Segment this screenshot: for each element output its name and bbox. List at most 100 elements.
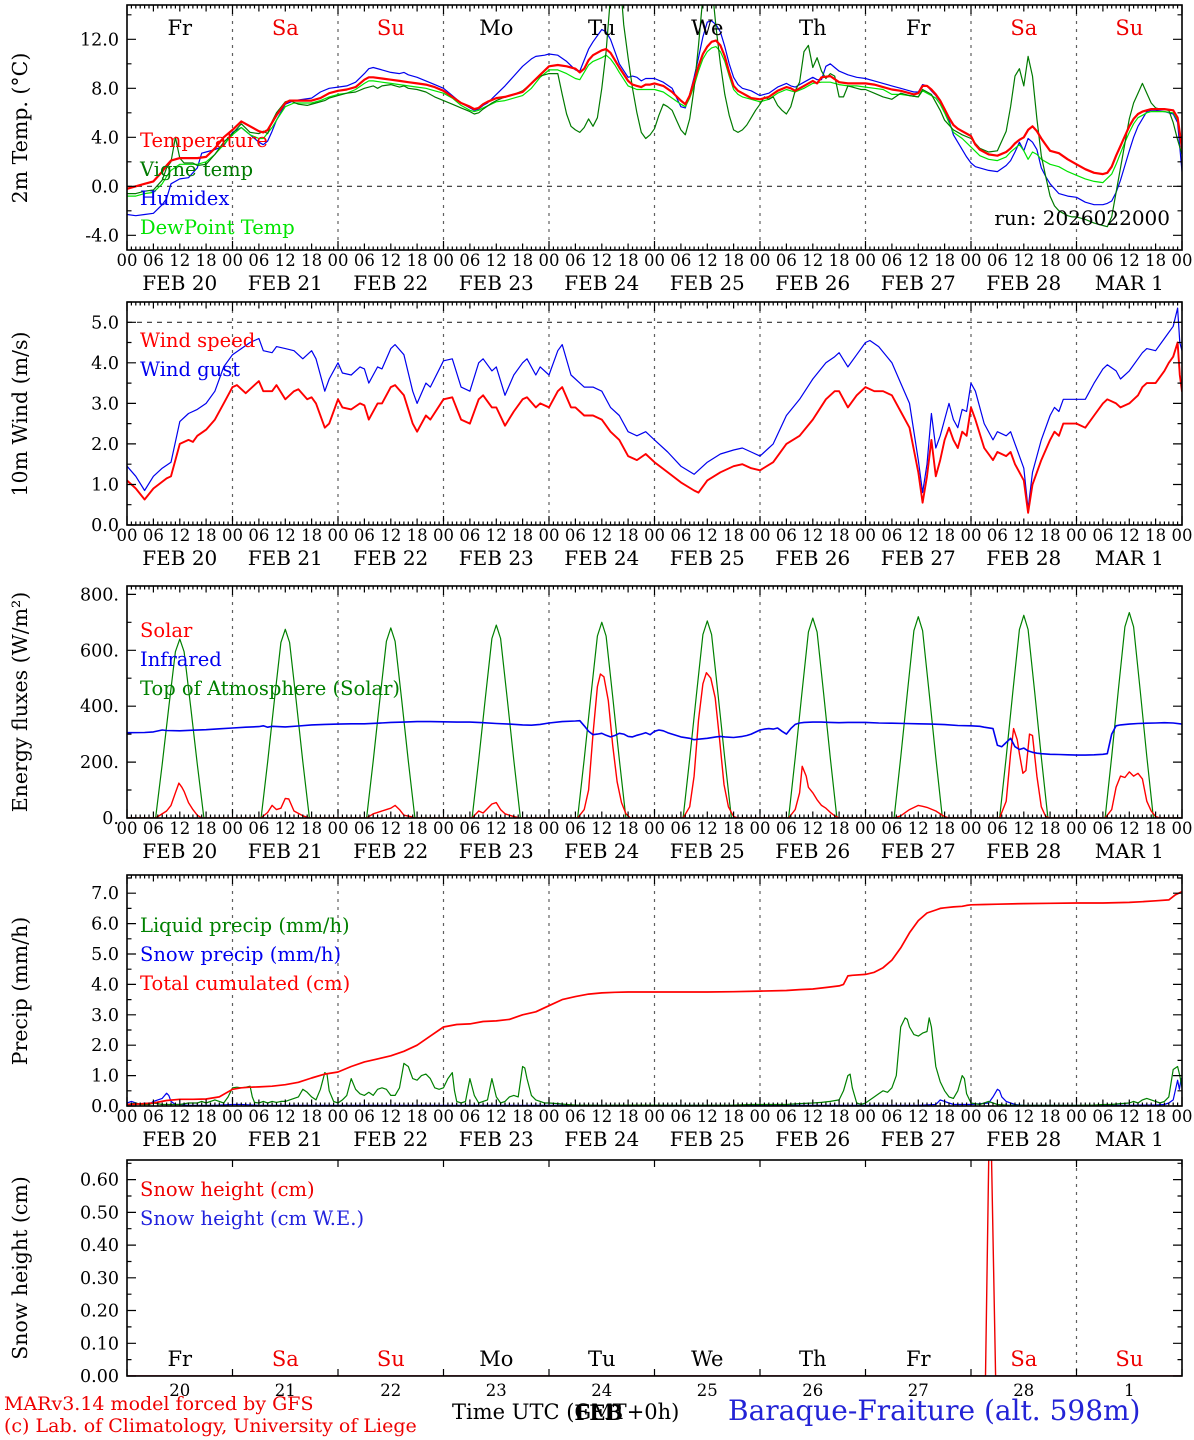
xtick-hour: 18 bbox=[1040, 819, 1061, 838]
xtick-hour: 18 bbox=[512, 526, 533, 545]
ytick-label: 0.0 bbox=[91, 516, 119, 536]
xtick-hour: 06 bbox=[459, 251, 480, 270]
xtick-hour: 12 bbox=[169, 819, 190, 838]
xtick-hour: 00 bbox=[644, 251, 665, 270]
xtick-hour: 18 bbox=[512, 819, 533, 838]
xtick-hour: 06 bbox=[1092, 1107, 1113, 1126]
xtick-hour: 00 bbox=[1066, 1107, 1087, 1126]
xtick-hour: 00 bbox=[222, 251, 243, 270]
time-axis-title: Time UTC (GMT FEB +0h) bbox=[452, 1400, 679, 1425]
ylabel-wind: 10m Wind (m/s) bbox=[8, 331, 32, 496]
xtick-hour: 12 bbox=[591, 819, 612, 838]
xtick-hour: 18 bbox=[934, 526, 955, 545]
xtick-daynum: 28 bbox=[1013, 1381, 1034, 1400]
xtick-hour: 00 bbox=[222, 1107, 243, 1126]
xtick-day: FEB 27 bbox=[881, 1127, 956, 1151]
xtick-hour: 00 bbox=[117, 819, 138, 838]
weekday-letter: Sa bbox=[1010, 1347, 1037, 1371]
xtick-hour: 18 bbox=[301, 251, 322, 270]
ytick-label: 0.40 bbox=[80, 1236, 119, 1256]
xtick-day: FEB 25 bbox=[670, 271, 745, 295]
xtick-hour: 12 bbox=[697, 819, 718, 838]
weekday-letter: Tu bbox=[588, 1347, 616, 1371]
xtick-hour: 00 bbox=[433, 526, 454, 545]
lab-credit-line: (c) Lab. of Climatology, University of L… bbox=[4, 1415, 417, 1437]
xtick-hour: 18 bbox=[1145, 1107, 1166, 1126]
legend-snow-height-cm-: Snow height (cm) bbox=[140, 1178, 315, 1201]
panel-precip: 7.0 6.0 5.0 4.0 3.0 2.0 1.0 0.0 Precip (mm/h) Liq… bbox=[8, 874, 1193, 1151]
xtick-hour: 12 bbox=[591, 1107, 612, 1126]
xtick-hour: 12 bbox=[697, 251, 718, 270]
xtick-hour: 18 bbox=[1040, 1107, 1061, 1126]
xtick-hour: 06 bbox=[354, 819, 375, 838]
xtick-hour: 18 bbox=[934, 819, 955, 838]
legend-total-cumulated-cm-: Total cumulated (cm) bbox=[140, 972, 350, 995]
ylabel-snow-height: Snow height (cm) bbox=[8, 1176, 32, 1360]
xtick-daynum: 26 bbox=[802, 1381, 823, 1400]
series-liquid-precip-mm-h- bbox=[127, 1017, 1182, 1106]
xtick-day: FEB 28 bbox=[986, 546, 1061, 570]
xtick-hour: 06 bbox=[354, 251, 375, 270]
panel-wind: 5.0 4.0 3.0 2.0 1.0 0.0 10m Wind (m/s) Wind spe… bbox=[8, 301, 1193, 570]
ytick-label: 7.0 bbox=[91, 884, 119, 904]
xtick-hour: 18 bbox=[829, 251, 850, 270]
ylabel-precip: Precip (mm/h) bbox=[8, 917, 32, 1065]
xtick-day: FEB 28 bbox=[986, 271, 1061, 295]
weekday-letter: Sa bbox=[272, 1347, 299, 1371]
weekday-letter: Fr bbox=[167, 16, 193, 40]
xtick-hour: 12 bbox=[1013, 526, 1034, 545]
ytick-label: 0.50 bbox=[80, 1203, 119, 1223]
xtick-hour: 12 bbox=[275, 819, 296, 838]
xtick-hour: 06 bbox=[248, 1107, 269, 1126]
xtick-day: FEB 20 bbox=[142, 1127, 217, 1151]
xtick-day: FEB 26 bbox=[775, 271, 850, 295]
legend-vigne-temp: Vigne temp bbox=[139, 158, 253, 181]
xtick-hour: 06 bbox=[881, 819, 902, 838]
xtick-hour: 00 bbox=[1066, 819, 1087, 838]
xtick-hour: 18 bbox=[407, 251, 428, 270]
series-wind-speed bbox=[127, 341, 1182, 514]
xtick-hour: 00 bbox=[222, 819, 243, 838]
xtick-hour: 18 bbox=[618, 819, 639, 838]
ytick-label: 4.0 bbox=[91, 975, 119, 995]
xtick-hour: 18 bbox=[196, 819, 217, 838]
weekday-letter: Su bbox=[377, 16, 405, 40]
series-temperature bbox=[127, 39, 1182, 190]
ytick-label: 200. bbox=[80, 753, 119, 773]
xtick-hour: 00 bbox=[1172, 526, 1193, 545]
ytick-label: 0.60 bbox=[80, 1171, 119, 1191]
xtick-hour: 18 bbox=[829, 526, 850, 545]
xtick-day: FEB 24 bbox=[564, 546, 639, 570]
xtick-day: FEB 20 bbox=[142, 839, 217, 863]
xtick-hour: 06 bbox=[565, 526, 586, 545]
legend-infrared: Infrared bbox=[140, 648, 222, 671]
xtick-hour: 12 bbox=[591, 251, 612, 270]
xtick-day: FEB 26 bbox=[775, 546, 850, 570]
xtick-hour: 18 bbox=[512, 1107, 533, 1126]
xtick-hour: 12 bbox=[486, 526, 507, 545]
ytick-label: 1.0 bbox=[91, 476, 119, 496]
ytick-label: 12.0 bbox=[80, 30, 119, 50]
xtick-hour: 06 bbox=[1092, 526, 1113, 545]
xtick-hour: 06 bbox=[881, 1107, 902, 1126]
legend-snow-height-cm-w-e-: Snow height (cm W.E.) bbox=[140, 1207, 364, 1230]
xtick-hour: 00 bbox=[117, 1107, 138, 1126]
xtick-hour: 18 bbox=[1040, 251, 1061, 270]
ytick-label: 400. bbox=[80, 697, 119, 717]
xtick-hour: 06 bbox=[565, 1107, 586, 1126]
xtick-day: FEB 24 bbox=[564, 271, 639, 295]
xtick-hour: 06 bbox=[670, 1107, 691, 1126]
ytick-label: 0.30 bbox=[80, 1269, 119, 1289]
xtick-day: FEB 24 bbox=[564, 839, 639, 863]
xtick-hour: 18 bbox=[1145, 251, 1166, 270]
ytick-label: 0. bbox=[102, 809, 119, 829]
time-axis-title-prefix: Time UTC ( bbox=[452, 1400, 575, 1424]
xtick-hour: 06 bbox=[776, 526, 797, 545]
weekday-letter: Fr bbox=[167, 1347, 193, 1371]
xtick-hour: 06 bbox=[248, 526, 269, 545]
xtick-hour: 18 bbox=[934, 1107, 955, 1126]
xtick-hour: 12 bbox=[908, 1107, 929, 1126]
xtick-hour: 06 bbox=[143, 1107, 164, 1126]
xtick-hour: 06 bbox=[459, 819, 480, 838]
